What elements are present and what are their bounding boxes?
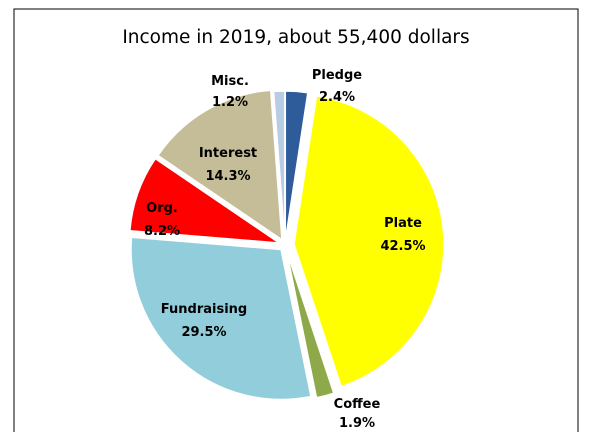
slice-name-label: Misc. bbox=[211, 74, 249, 89]
slice-value-label: 8.2% bbox=[144, 224, 180, 239]
slice-value-label: 29.5% bbox=[181, 325, 226, 340]
pie-slices bbox=[129, 89, 445, 401]
pie-slice-interest bbox=[156, 89, 283, 242]
pie-slice-plate bbox=[293, 95, 445, 388]
slice-value-label: 1.9% bbox=[339, 416, 375, 431]
slice-value-label: 1.2% bbox=[212, 95, 248, 110]
slice-value-label: 2.4% bbox=[319, 90, 355, 105]
slice-name-label: Fundraising bbox=[161, 302, 247, 317]
pie-slice-misc bbox=[272, 90, 286, 242]
slice-name-label: Org. bbox=[146, 201, 178, 216]
pie-slice-org bbox=[129, 157, 283, 244]
pie-slice-coffee bbox=[285, 250, 335, 399]
slice-name-label: Plate bbox=[384, 216, 422, 231]
slice-name-label: Pledge bbox=[312, 68, 362, 83]
slice-name-label: Coffee bbox=[334, 397, 381, 412]
slice-value-label: 14.3% bbox=[205, 169, 250, 184]
pie-slice-fundraising bbox=[130, 236, 312, 401]
slice-name-label: Interest bbox=[199, 146, 257, 161]
chart-title: Income in 2019, about 55,400 dollars bbox=[122, 27, 469, 48]
pie-labels: Pledge 2.4% Plate 42.5% Coffee 1.9% Fundraisin… bbox=[144, 68, 426, 431]
slice-value-label: 42.5% bbox=[380, 239, 425, 254]
